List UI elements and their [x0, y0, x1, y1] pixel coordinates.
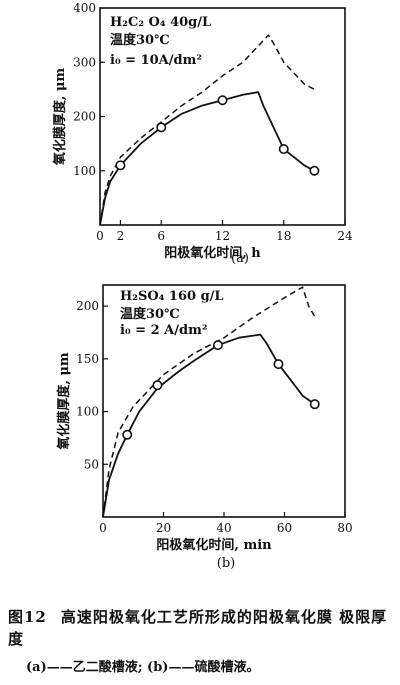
x-tick-label: 24: [337, 229, 353, 243]
dashed-curve: [102, 286, 316, 518]
figure-caption-title: 高速阳极氧化工艺所形成的阳极氧化膜 极限厚度: [8, 608, 388, 648]
chart-b-sulfuric-acid: 0 20 40 60 80 50 100 150 200 阳极氧化时间, min 氧化膜厚度, μm…: [56, 284, 353, 571]
x-tick-label: 80: [337, 521, 352, 535]
data-point-marker: [273, 359, 284, 370]
x-tick-label: 12: [215, 229, 230, 243]
figure-caption-subtitle: (a)——乙二酸槽液; (b)——硫酸槽液。: [26, 660, 260, 675]
condition-annotation: i₀ = 10A/dm²: [110, 53, 202, 68]
panel-label: (b): [217, 556, 235, 571]
x-axis-label: 阳极氧化时间, min: [156, 537, 272, 553]
solid-curve: [99, 91, 315, 226]
condition-annotation: i₀ = 2 A/dm²: [120, 323, 208, 338]
x-axis-label: 阳极氧化时间, h: [164, 245, 261, 261]
condition-annotation: H₂C₂ O₄ 40g/L: [110, 15, 211, 30]
y-tick-label: 300: [73, 55, 96, 69]
y-tick-label: 200: [76, 299, 99, 313]
condition-annotation: H₂SO₄ 160 g/L: [120, 289, 224, 304]
data-point-marker: [309, 399, 320, 410]
x-tick-label: 2: [117, 229, 125, 243]
y-axis-label: 氧化膜厚度, μm: [52, 68, 68, 167]
condition-annotation: 温度30℃: [110, 32, 170, 48]
figure-number: 图12: [8, 608, 47, 626]
chart-a-oxalic-acid: 0 2 6 12 18 24 100 200 300 400 阳极氧化时间, h 氧化膜厚度, μm (…: [52, 1, 353, 266]
y-tick-label: 200: [73, 110, 96, 124]
data-point-marker: [278, 144, 289, 155]
data-point-marker: [156, 122, 167, 133]
data-point-marker: [309, 165, 320, 176]
data-point-marker: [217, 95, 228, 106]
data-point-marker: [122, 429, 133, 440]
y-tick-label: 100: [73, 164, 96, 178]
data-point-marker: [152, 380, 163, 391]
data-point-marker: [212, 340, 223, 351]
y-tick-label: 100: [76, 405, 99, 419]
condition-annotation: 温度30℃: [120, 306, 180, 322]
solid-curve: [102, 333, 316, 518]
x-tick-label: 60: [277, 521, 292, 535]
x-tick-label: 6: [157, 229, 165, 243]
data-point-marker: [115, 160, 126, 171]
y-axis-label: 氧化膜厚度, μm: [56, 352, 72, 451]
panel-label: (a): [231, 251, 249, 266]
x-tick-label: 20: [156, 521, 171, 535]
x-tick-label: 18: [276, 229, 291, 243]
y-tick-label: 150: [76, 352, 99, 366]
figure-caption: 图12 高速阳极氧化工艺所形成的阳极氧化膜 极限厚度: [8, 606, 400, 650]
y-tick-label: 400: [73, 1, 96, 15]
x-tick-label: 40: [216, 521, 231, 535]
x-tick-label: 0: [96, 229, 104, 243]
y-tick-label: 50: [84, 457, 99, 471]
x-tick-label: 0: [99, 521, 107, 535]
